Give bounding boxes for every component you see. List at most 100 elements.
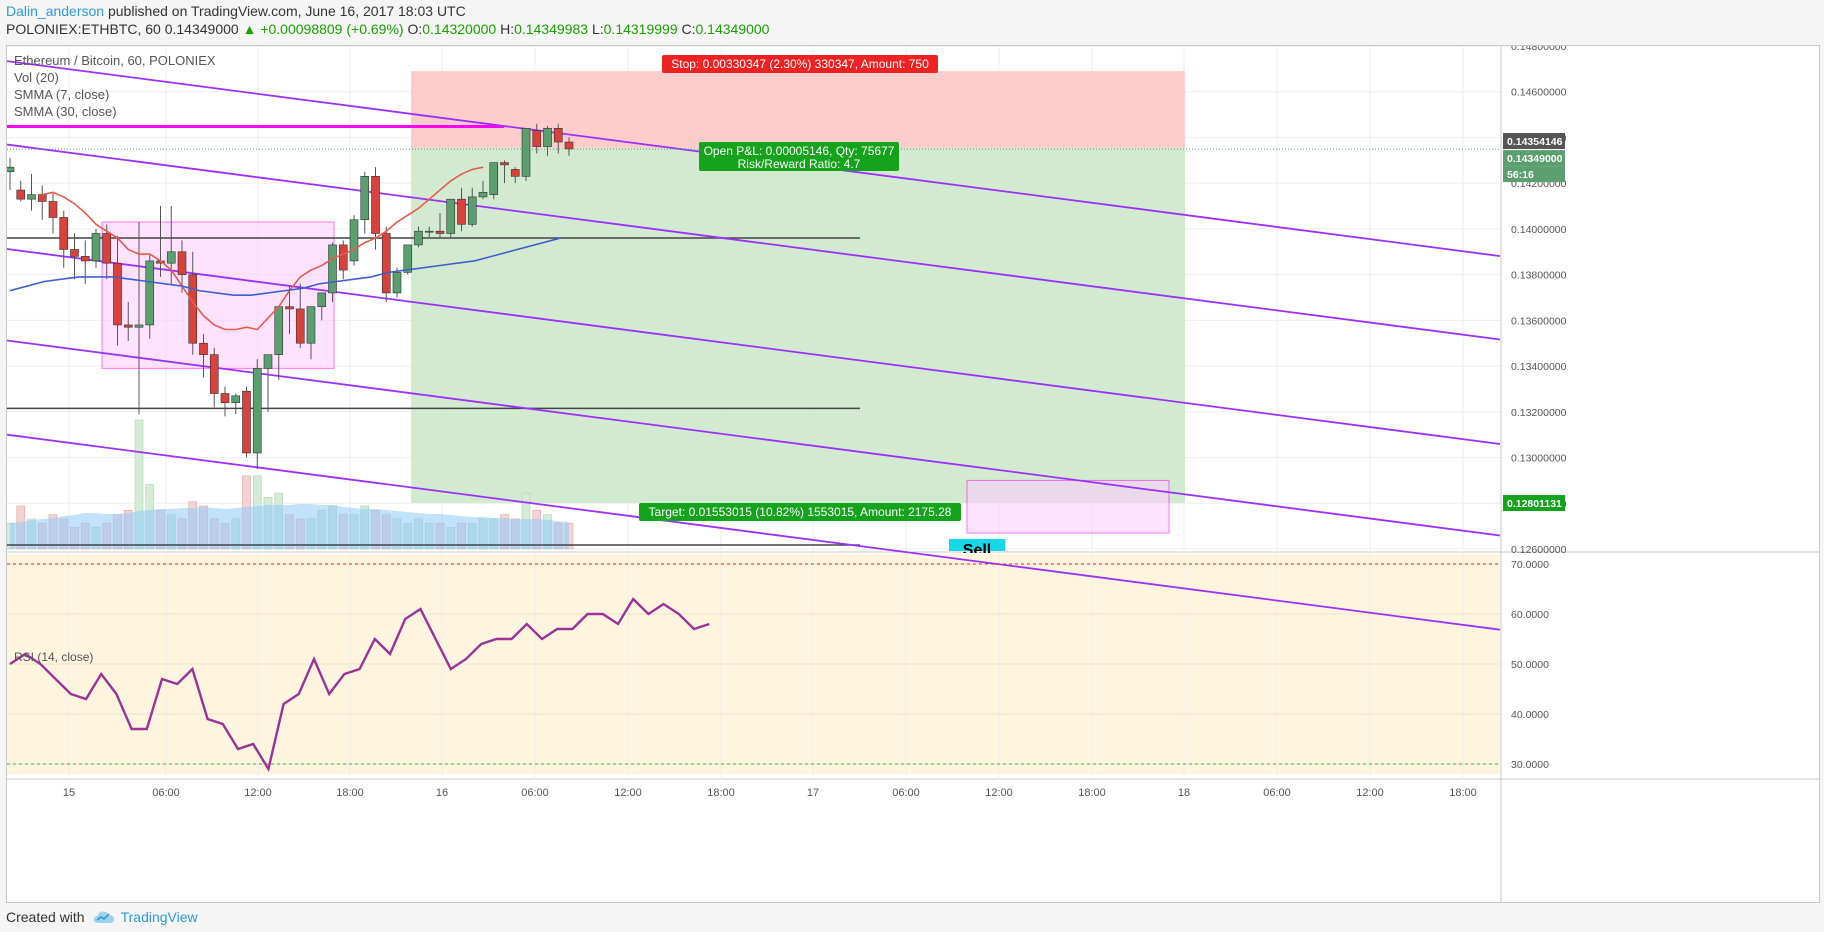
candle-body [134,324,144,328]
y-tick-label: 0.13400000 [1511,361,1567,373]
candle-body [70,249,79,257]
candle-body [403,244,413,273]
created-with-label: Created with [6,909,85,925]
candle-body [360,176,370,221]
channel-line [6,143,1501,341]
author-link[interactable]: Dalin_anderson [6,3,105,19]
candle-body [381,233,391,294]
symbol-label: POLONIEX:ETHBTC, 60 [6,21,161,37]
candle-body [37,194,47,202]
y-tick-label: 0.13000000 [1511,453,1567,465]
tradingview-brand[interactable]: TradingView [120,909,198,925]
x-tick-label: 15 [63,787,75,799]
chart-container[interactable]: 15 06:00 12:00 18:00 16 06:00 12:00 18:00 17 06:0… [5,41,1820,903]
candle-body [263,354,273,369]
candle-body [145,260,155,326]
x-tick-label: 06:00 [152,787,180,799]
pnl-text: Open P&L: 0.00005146, Qty: 75677 [704,144,895,158]
price-tag-top-bg [1503,132,1565,149]
candle-body [553,128,563,143]
candle-body [27,194,36,200]
rsi-tick-label: 30.0000 [1511,759,1549,771]
legend-smma7[interactable]: SMMA (7, close) [14,87,110,102]
price-tag-last-bg [1503,150,1565,167]
candle-body [543,128,552,147]
rsi-tick-label: 70.0000 [1511,559,1549,571]
legend-smma30[interactable]: SMMA (30, close) [14,104,117,119]
target-zone [411,147,1185,504]
y-tick-label: 0.13200000 [1511,407,1567,419]
low-value: 0.14319999 [603,21,678,37]
x-tick-label: 18:00 [1449,787,1477,799]
candle-body [102,233,112,264]
candle-body [252,368,262,454]
symbol-ohlc-line: POLONIEX:ETHBTC, 60 0.14349000 ▲ +0.0009… [6,21,769,37]
candle-body [274,306,284,355]
magenta-box-right [966,479,1170,534]
candle-body [371,176,380,234]
countdown-tag-bg [1503,166,1565,183]
candle-body [435,230,445,234]
target-label-text: Target: 0.01553015 (10.82%) 1553015, Amo… [649,505,952,519]
candle-body [532,130,542,147]
volume-ma-area [10,504,569,549]
close-label: C: [681,21,696,37]
candle-body [510,169,520,177]
legend-vol[interactable]: Vol (20) [14,70,59,85]
publish-info: published on TradingView.com, June 16, 2… [107,3,466,19]
y-tick-label: 0.13800000 [1511,270,1567,282]
x-tick-label: 18 [1178,787,1190,799]
candle-body [489,162,499,195]
high-value: 0.14349983 [514,21,589,37]
x-tick-label: 16 [436,787,448,799]
last-price: 0.14349000 [164,21,239,37]
candle-body [467,196,477,225]
header-bar: Dalin_anderson published on TradingView.… [0,0,1824,44]
price-tag-last: 0.14349000 [1507,153,1563,165]
candle-body [317,292,327,307]
candle-body [16,189,26,200]
y-tick-label: 0.14000000 [1511,224,1567,236]
x-tick-label: 12:00 [614,787,642,799]
candle-body [199,342,208,355]
candle-body [59,217,69,250]
tradingview-logo[interactable]: TradingView [93,909,198,925]
legend: Ethereum / Bitcoin, 60, POLONIEX Vol (20… [14,52,216,120]
candle-body [113,262,122,326]
smma30-line [9,237,561,297]
candle-body [285,306,294,310]
price-axis-bg [1501,46,1819,902]
smma7-line [42,166,484,331]
y-tick-label: 0.13600000 [1511,315,1567,327]
x-tick-label: 06:00 [521,787,549,799]
candle-body [564,141,574,150]
cloud-icon [93,911,114,923]
open-value: 0.14320000 [422,21,497,37]
candle-body [5,166,15,173]
x-tick-label: 06:00 [1263,787,1291,799]
price-tag-target: 0.12801131 [1507,498,1562,510]
channel-line [6,433,1501,631]
candle-body [166,251,176,264]
candle-body [188,274,198,344]
candle-body [349,219,359,262]
candle-body [295,308,305,344]
candle-body [177,251,187,275]
candle-body [220,393,230,403]
candle-body [338,244,348,271]
x-tick-label: 18:00 [336,787,364,799]
high-label: H: [500,21,515,37]
candle-body [457,198,466,225]
candle-body [91,233,101,262]
candle-body [48,201,58,218]
candle-body [328,244,337,294]
chart-svg[interactable]: 15 06:00 12:00 18:00 16 06:00 12:00 18:00 17 06:0… [5,41,1819,902]
candle-body [123,324,133,328]
countdown-tag: 56:16 [1507,169,1534,181]
sell-marker-bg [949,539,1005,551]
rsi-legend[interactable]: RSI (14, close) [14,650,94,664]
x-tick-label: 12:00 [985,787,1013,799]
rsi-line [9,597,710,773]
price-tag-top: 0.14354146 [1507,136,1563,148]
low-label: L: [591,21,604,37]
